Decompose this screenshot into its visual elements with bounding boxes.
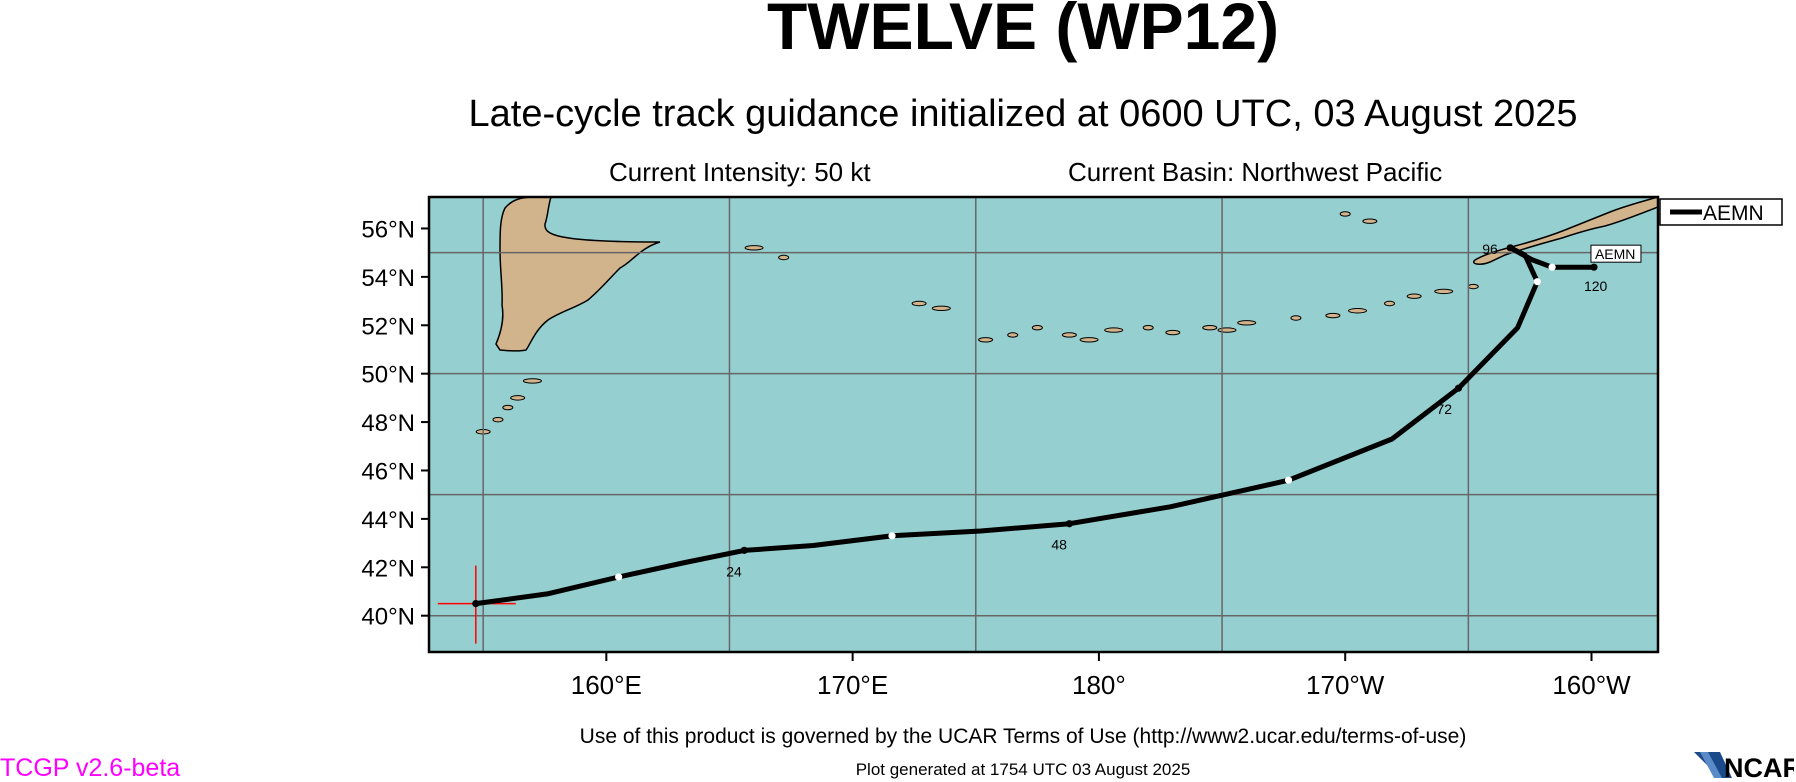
current-basin-label: Current Basin: Northwest Pacific: [1068, 157, 1443, 187]
ncar-logo-swoosh-icon: [1694, 752, 1732, 778]
island: [1467, 283, 1479, 290]
island: [1348, 308, 1368, 314]
track-point-tau-120: [1590, 263, 1598, 271]
island: [1434, 288, 1454, 295]
island: [1325, 312, 1341, 319]
ncar-logo-text: NCAR: [1724, 753, 1794, 780]
legend-label-aemn: AEMN: [1703, 202, 1764, 225]
map-frame: [427, 195, 1660, 654]
track-point-tau-60: [1284, 476, 1293, 484]
lon-tick-label: 160°E: [571, 670, 642, 700]
lon-tick-label: 170°E: [817, 670, 888, 700]
island: [1202, 324, 1218, 331]
track-point-tau-36: [888, 532, 896, 540]
lat-tick-label: 40°N: [361, 604, 415, 631]
lat-tick-label: 52°N: [361, 313, 415, 340]
island: [931, 305, 951, 312]
lon-tick-label: 160°W: [1552, 670, 1631, 700]
latitude-ticks: 56°N 54°N 52°N 50°N 48°N 46°N 44°N 42°N 40°N: [361, 216, 429, 631]
island: [911, 300, 927, 307]
lat-tick-label: 42°N: [361, 555, 415, 582]
track-end-label: AEMN: [1595, 246, 1635, 262]
island: [1339, 211, 1351, 217]
island: [502, 404, 514, 411]
track-point-tau-84: [1533, 278, 1541, 286]
island: [492, 416, 504, 423]
lat-tick-label: 50°N: [361, 362, 415, 389]
island: [1165, 329, 1181, 336]
island: [1217, 327, 1237, 333]
current-intensity-label: Current Intensity: 50 kt: [609, 157, 871, 187]
lon-tick-label: 180°: [1072, 670, 1126, 700]
track-aemn: 24 48 72 96 120 AEMN: [472, 241, 1642, 608]
lon-tick-label: 170°W: [1306, 670, 1385, 700]
island: [778, 254, 790, 261]
terms-of-use-notice: Use of this product is governed by the U…: [579, 725, 1467, 748]
lat-tick-label: 44°N: [361, 507, 415, 534]
track-point-tau-0: [472, 599, 480, 608]
track-point-tau-12: [615, 573, 623, 581]
island: [1079, 337, 1099, 343]
island: [1406, 293, 1422, 299]
lat-tick-label: 46°N: [361, 458, 415, 485]
island: [1031, 324, 1043, 331]
track-end-label-box: [1590, 244, 1642, 263]
islands-layer: [475, 211, 1479, 435]
track-point-tau-72: [1454, 384, 1463, 392]
land-layer: [429, 197, 1658, 352]
island: [1142, 324, 1154, 331]
track-point-tau-96: [1506, 244, 1514, 252]
version-label: TCGP v2.6-beta: [0, 754, 181, 782]
grid-lines: [429, 197, 1658, 652]
island: [978, 337, 994, 343]
alaska-peninsula-land: [1473, 197, 1658, 265]
tau-label-96: 96: [1482, 241, 1498, 257]
tau-label-48: 48: [1051, 537, 1067, 553]
island: [1290, 315, 1302, 321]
legend: AEMN: [1659, 198, 1783, 226]
island: [1061, 332, 1077, 338]
island: [744, 245, 764, 251]
tau-label-120: 120: [1584, 278, 1608, 294]
tau-label-24: 24: [726, 563, 742, 579]
longitude-ticks: 160°E 170°E 180° 170°W 160°W: [571, 652, 1631, 700]
lat-tick-label: 56°N: [361, 216, 415, 243]
lat-tick-label: 54°N: [361, 265, 415, 292]
island: [1384, 300, 1396, 307]
island: [1237, 320, 1257, 326]
kamchatka-land: [429, 197, 661, 352]
page-subtitle: Late-cycle track guidance initialized at…: [468, 93, 1578, 135]
island: [522, 378, 542, 384]
island: [510, 395, 526, 401]
track-point-tau-108: [1548, 263, 1556, 271]
track-point-tau-24: [740, 546, 748, 554]
plot-generated-timestamp: Plot generated at 1754 UTC 03 August 202…: [855, 760, 1191, 779]
island: [1007, 332, 1019, 338]
tau-label-72: 72: [1437, 401, 1453, 417]
page-title: TWELVE (WP12): [766, 0, 1280, 63]
ncar-logo: NCAR: [1694, 752, 1794, 780]
island: [1362, 218, 1378, 224]
track-point-tau-48: [1065, 520, 1073, 528]
island: [1104, 327, 1124, 333]
lat-tick-label: 48°N: [361, 410, 415, 437]
